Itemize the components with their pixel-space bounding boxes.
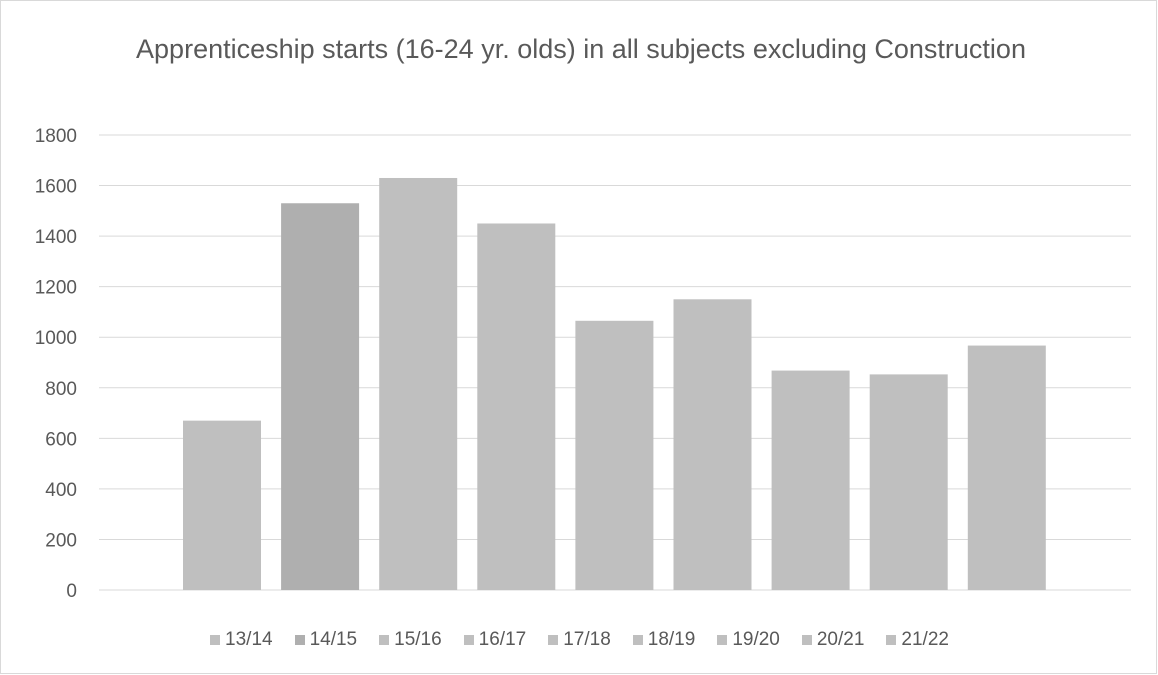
legend-label: 15/16 bbox=[394, 629, 442, 650]
legend-swatch-icon bbox=[801, 635, 812, 645]
legend-item: 14/15 bbox=[294, 629, 358, 651]
y-tick-label: 800 bbox=[45, 379, 77, 400]
bar-17-18 bbox=[575, 320, 654, 590]
legend-swatch-icon bbox=[379, 635, 390, 645]
legend-swatch-icon bbox=[717, 635, 728, 645]
legend-item: 18/19 bbox=[632, 629, 696, 651]
legend-item: 17/18 bbox=[548, 629, 611, 651]
bar-20-21 bbox=[869, 374, 948, 590]
bar-13-14 bbox=[183, 420, 261, 590]
legend-item: 16/17 bbox=[463, 629, 527, 651]
legend-item: 15/16 bbox=[379, 629, 442, 651]
y-tick-label: 400 bbox=[45, 480, 77, 501]
y-tick-label: 1800 bbox=[35, 126, 77, 147]
y-tick-label: 200 bbox=[45, 530, 77, 551]
legend-label: 18/19 bbox=[647, 629, 696, 650]
chart-legend: 13/14 14/15 15/16 16/17 17/18 18/19 19/20 20/21… bbox=[1, 629, 1158, 651]
y-tick-label: 1400 bbox=[35, 227, 77, 248]
y-tick-label: 1000 bbox=[35, 328, 77, 349]
legend-item: 19/20 bbox=[717, 629, 780, 651]
legend-swatch-icon bbox=[210, 635, 221, 645]
legend-label: 16/17 bbox=[478, 629, 527, 650]
legend-item: 13/14 bbox=[210, 629, 273, 651]
legend-label: 19/20 bbox=[732, 629, 780, 650]
legend-label: 21/22 bbox=[901, 629, 949, 650]
bar-15-16 bbox=[379, 177, 458, 590]
legend-swatch-icon bbox=[886, 635, 897, 645]
legend-item: 20/21 bbox=[801, 629, 865, 651]
legend-label: 20/21 bbox=[816, 629, 865, 650]
legend-item: 21/22 bbox=[886, 629, 949, 651]
bar-19-20 bbox=[771, 370, 850, 590]
chart-title: Apprenticeship starts (16-24 yr. olds) i… bbox=[136, 34, 1026, 64]
y-tick-label: 0 bbox=[66, 581, 77, 602]
legend-label: 13/14 bbox=[225, 629, 273, 650]
legend-swatch-icon bbox=[548, 635, 559, 645]
bar-14-15 bbox=[281, 203, 360, 590]
y-tick-label: 1200 bbox=[35, 278, 77, 299]
legend-swatch-icon bbox=[463, 635, 474, 645]
bar-21-22 bbox=[967, 345, 1046, 590]
legend-swatch-icon bbox=[632, 635, 643, 645]
bar-16-17 bbox=[477, 223, 556, 590]
bar-18-19 bbox=[673, 299, 752, 590]
y-tick-label: 1600 bbox=[35, 177, 77, 198]
legend-label: 17/18 bbox=[563, 629, 611, 650]
y-tick-label: 600 bbox=[45, 429, 77, 450]
legend-swatch-icon bbox=[294, 635, 305, 645]
legend-label: 14/15 bbox=[309, 629, 358, 650]
